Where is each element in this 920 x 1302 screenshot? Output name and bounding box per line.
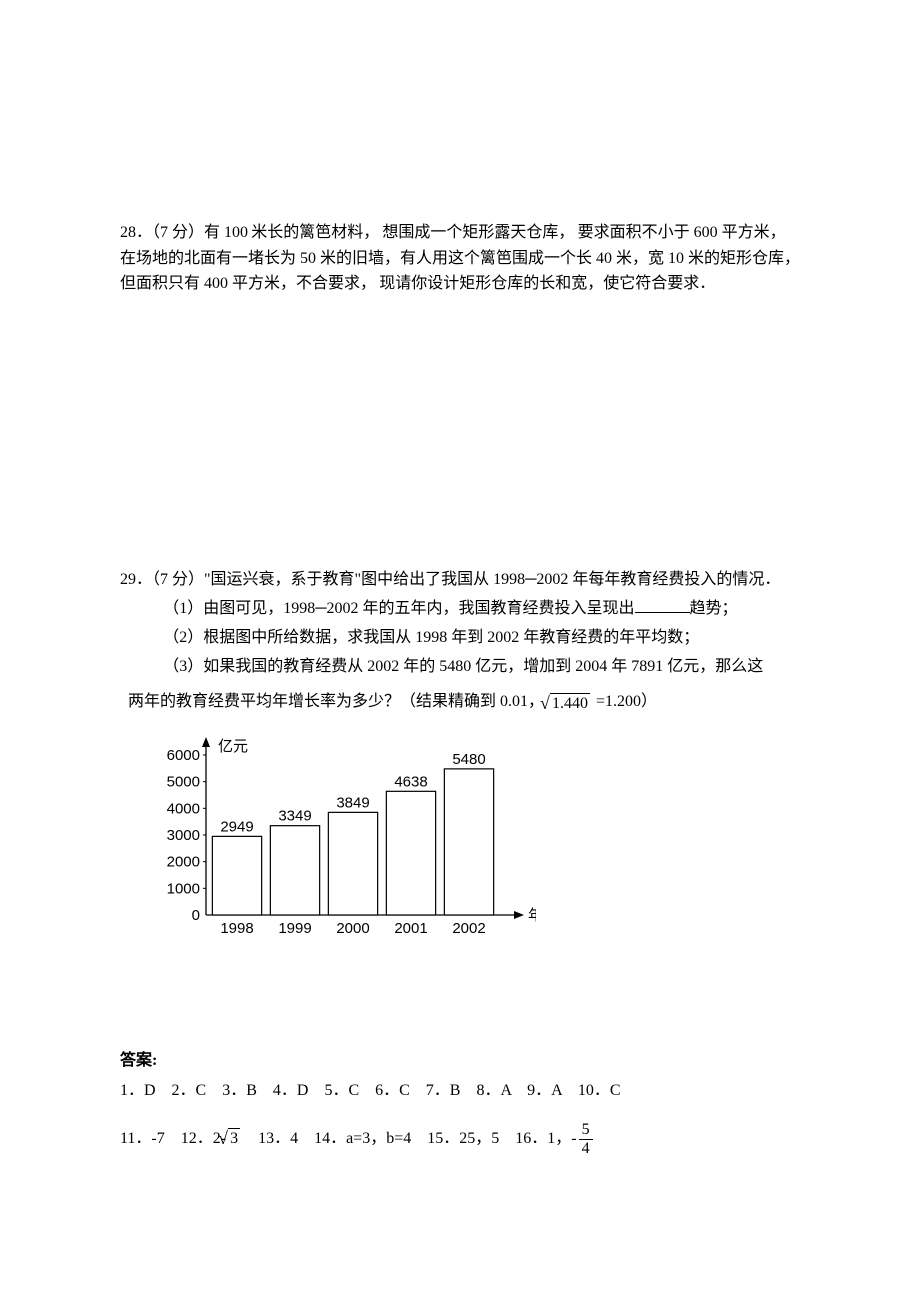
svg-text:5000: 5000 [167,773,200,790]
fraction-numerator: 5 [579,1122,593,1140]
svg-text:0: 0 [192,907,200,924]
q29-sub3-line1: （3）如果我国的教育经费从 2002 年的 5480 亿元，增加到 2004 年… [163,654,800,680]
radical-icon: √ [540,689,550,718]
question-29: 29．（7 分）"国运兴衰，系于教育"图中给出了我国从 1998─2002 年每… [120,567,800,717]
svg-text:年份: 年份 [528,907,536,924]
svg-text:4638: 4638 [394,773,427,790]
sqrt-expression: √1.440 [550,691,590,717]
radical-icon: √ [218,1124,228,1153]
svg-text:2001: 2001 [394,920,427,937]
page-content: 28．（7 分）有 100 米长的篱笆材料， 想围成一个矩形露天仓库， 要求面积… [0,0,920,1221]
fraction-denominator: 4 [579,1140,593,1157]
radicand: 3 [228,1128,240,1148]
question-28: 28．（7 分）有 100 米长的篱笆材料， 想围成一个矩形露天仓库， 要求面积… [120,220,800,297]
svg-text:3349: 3349 [278,807,311,824]
answers-line-1: 1．D 2．C 3．B 4．D 5．C 6．C 7．B 8．A 9．A 10．C [120,1078,800,1104]
q29-sub1-pre: （1）由图可见，1998─2002 年的五年内，我国教育经费投入呈现出 [163,600,634,617]
q29-intro: 29．（7 分）"国运兴衰，系于教育"图中给出了我国从 1998─2002 年每… [120,567,800,593]
q29-sub3-pre: 两年的教育经费平均年增长率为多少？（结果精确到 0.01， [128,693,544,710]
q29-subitems: （1）由图可见，1998─2002 年的五年内，我国教育经费投入呈现出 趋势； （… [120,596,800,679]
svg-text:3849: 3849 [336,794,369,811]
svg-text:6000: 6000 [167,747,200,764]
svg-text:亿元: 亿元 [218,738,248,755]
answers-section: 答案: 1．D 2．C 3．B 4．D 5．C 6．C 7．B 8．A 9．A … [120,1048,800,1156]
svg-text:1999: 1999 [278,920,311,937]
svg-text:1998: 1998 [220,920,253,937]
ans2-pre: 11．-7 12．2- [120,1126,226,1152]
fill-blank [635,612,690,613]
svg-text:2000: 2000 [336,920,369,937]
fraction: 5 4 [579,1122,593,1157]
svg-text:4000: 4000 [167,800,200,817]
svg-text:2002: 2002 [452,920,485,937]
ans2-mid: 13．4 14．a=3，b=4 15．25，5 16．1，- [242,1126,576,1152]
answers-line-2: 11．-7 12．2- √3 13．4 14．a=3，b=4 15．25，5 1… [120,1122,800,1157]
bar-chart: 亿元年份 0 1000 2000 3000 4000 5000 6000 2949 1998 334… [156,735,800,959]
q29-sub2: （2）根据图中所给数据，求我国从 1998 年到 2002 年教育经费的年平均数… [163,625,800,651]
svg-text:5480: 5480 [452,751,485,768]
chart-svg: 亿元年份 0 1000 2000 3000 4000 5000 6000 2949 1998 334… [156,735,536,950]
svg-text:3000: 3000 [167,827,200,844]
answers-heading: 答案: [120,1048,800,1074]
q29-sub1-post: 趋势； [690,600,738,617]
svg-text:2949: 2949 [220,818,253,835]
q29-sub1: （1）由图可见，1998─2002 年的五年内，我国教育经费投入呈现出 趋势； [163,596,800,622]
q28-text: 28．（7 分）有 100 米长的篱笆材料， 想围成一个矩形露天仓库， 要求面积… [120,224,800,292]
q29-sub3-post: =1.200） [596,693,657,710]
radicand: 1.440 [550,693,590,713]
sqrt-expression: √3 [228,1126,240,1152]
svg-text:2000: 2000 [167,853,200,870]
q29-sub3-line2: 两年的教育经费平均年增长率为多少？（结果精确到 0.01， √1.440 =1.… [120,689,800,717]
svg-text:1000: 1000 [167,880,200,897]
